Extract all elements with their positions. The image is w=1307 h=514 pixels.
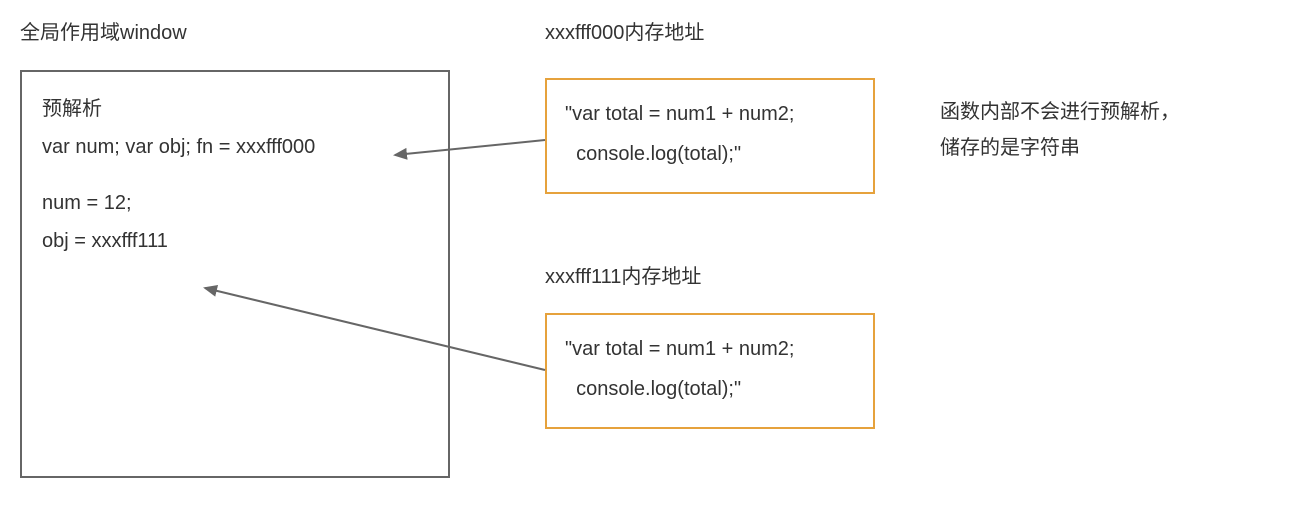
declarations-line: var num; var obj; fn = xxxfff000 bbox=[42, 128, 428, 166]
mem1-code-line2: console.log(total);" bbox=[565, 134, 855, 174]
mem-addr-1-label: xxxfff000内存地址 bbox=[545, 18, 704, 48]
note-line2: 储存的是字符串 bbox=[940, 130, 1180, 166]
note-line1: 函数内部不会进行预解析， bbox=[940, 94, 1180, 130]
pre-parse-label: 预解析 bbox=[42, 90, 428, 128]
global-scope-box: 预解析 var num; var obj; fn = xxxfff000 num… bbox=[20, 70, 450, 478]
assign-obj-line: obj = xxxfff111 bbox=[42, 222, 428, 260]
mem-addr-2-label: xxxfff111内存地址 bbox=[545, 262, 701, 292]
mem1-code-line1: "var total = num1 + num2; bbox=[565, 94, 855, 134]
side-note: 函数内部不会进行预解析， 储存的是字符串 bbox=[940, 94, 1180, 166]
mem2-code-line2: console.log(total);" bbox=[565, 369, 855, 409]
mem2-code-line1: "var total = num1 + num2; bbox=[565, 329, 855, 369]
memory-box-1: "var total = num1 + num2; console.log(to… bbox=[545, 78, 875, 194]
global-scope-label: 全局作用域window bbox=[20, 18, 187, 48]
assign-num-line: num = 12; bbox=[42, 184, 428, 222]
memory-box-2: "var total = num1 + num2; console.log(to… bbox=[545, 313, 875, 429]
